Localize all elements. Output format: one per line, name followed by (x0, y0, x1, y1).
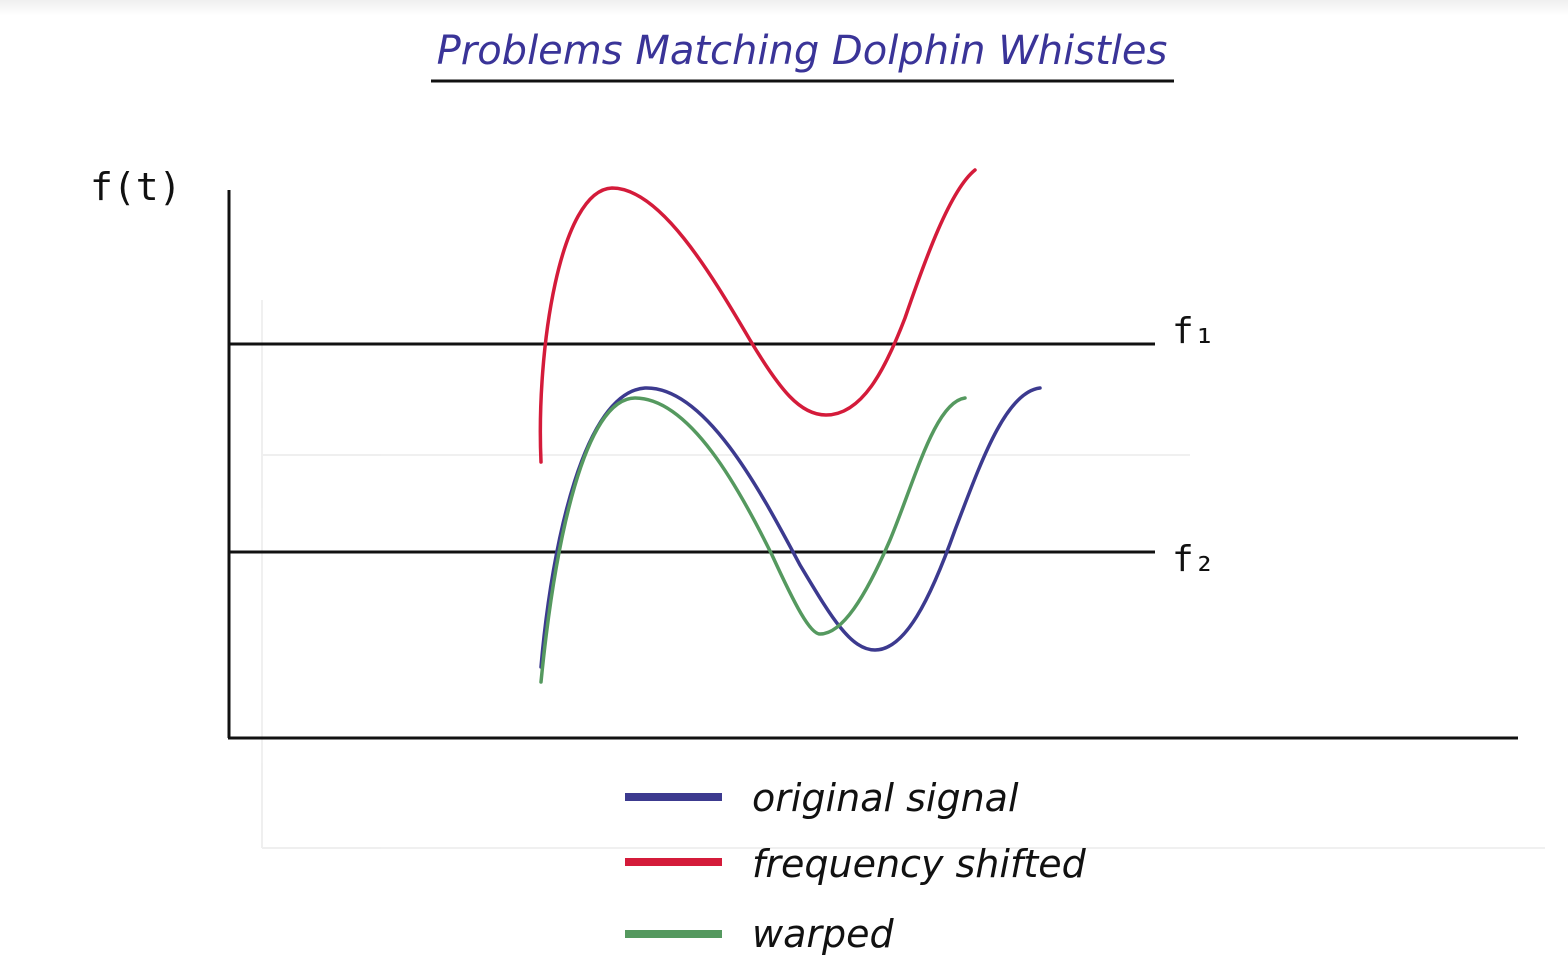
page-title: Problems Matching Dolphin Whistles (437, 28, 1168, 74)
frequency-shifted-curve (538, 168, 977, 464)
f1-label: f₁ (1172, 311, 1215, 352)
faint-background-sketch (261, 300, 1545, 849)
f2-label: f₂ (1172, 539, 1215, 580)
original-signal-curve (539, 386, 1042, 669)
legend: original signal frequency shifted warped (625, 776, 1087, 956)
y-axis-label: f(t) (90, 165, 182, 209)
top-band (0, 0, 1568, 16)
legend-label-warped: warped (752, 912, 894, 956)
warped-curve (539, 396, 967, 684)
legend-label-original: original signal (752, 776, 1019, 820)
legend-label-shifted: frequency shifted (752, 842, 1087, 886)
